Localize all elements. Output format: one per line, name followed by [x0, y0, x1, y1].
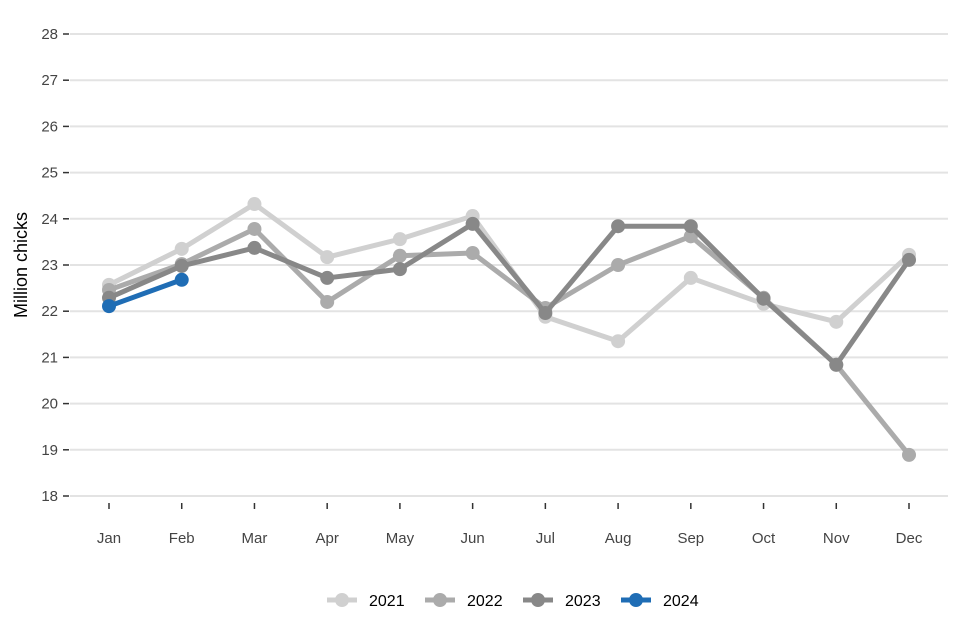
x-tick-label: May	[386, 530, 415, 547]
legend-label: 2022	[467, 593, 503, 610]
data-point	[174, 272, 189, 287]
legend-item-2023: 2023	[523, 593, 601, 610]
data-point	[392, 232, 407, 247]
data-point	[829, 357, 844, 372]
y-tick-label: 22	[41, 303, 58, 320]
legend-label: 2023	[565, 593, 601, 610]
data-point	[174, 258, 189, 273]
x-tick-label: Mar	[242, 530, 268, 547]
data-point	[320, 270, 335, 285]
data-point	[102, 299, 116, 314]
y-tick-label: 23	[41, 257, 58, 274]
data-point	[465, 245, 480, 260]
y-tick-label: 19	[41, 442, 58, 459]
legend-label: 2024	[663, 593, 699, 610]
y-tick-label: 20	[41, 396, 58, 413]
data-point	[465, 216, 480, 231]
x-tick-label: Oct	[752, 530, 776, 547]
data-point	[247, 197, 262, 212]
data-point	[756, 291, 771, 306]
data-point	[247, 221, 262, 236]
legend-item-2021: 2021	[327, 593, 405, 610]
y-tick-label: 21	[41, 349, 58, 366]
x-tick-label: Jan	[97, 530, 121, 547]
data-point	[247, 240, 262, 255]
data-point	[611, 334, 626, 349]
data-point	[683, 270, 698, 285]
y-tick-label: 26	[41, 118, 58, 135]
legend-label: 2021	[369, 593, 405, 610]
series-line	[107, 221, 912, 368]
y-tick-label: 24	[41, 211, 58, 228]
x-tick-label: Jul	[536, 530, 555, 547]
y-tick-label: 27	[41, 72, 58, 89]
legend: 2021 2022 2023 2024	[327, 593, 699, 610]
y-tick-label: 25	[41, 165, 58, 182]
series-2023	[102, 216, 916, 372]
x-tick-label: Jun	[461, 530, 485, 547]
x-axis: Jan Feb Mar Apr May Jun Jul Aug Sep Oct Nov Dec	[97, 503, 923, 547]
legend-swatch-point	[335, 593, 349, 607]
legend-item-2022: 2022	[425, 593, 503, 610]
data-point	[392, 248, 407, 263]
data-point	[538, 306, 553, 321]
series-group	[102, 197, 916, 462]
legend-swatch-point	[433, 593, 447, 607]
x-tick-label: Feb	[169, 530, 195, 547]
data-point	[320, 294, 335, 309]
y-axis: 18 19 20 21 22 23 24 25 26 27 28	[41, 26, 69, 505]
series-2024	[102, 272, 189, 314]
y-tick-label: 18	[41, 488, 58, 505]
data-point	[174, 241, 189, 256]
legend-item-2024: 2024	[621, 593, 699, 610]
x-tick-label: Aug	[605, 530, 632, 547]
y-tick-label: 28	[41, 26, 58, 43]
series-line	[108, 277, 183, 309]
legend-swatch-point	[531, 593, 545, 607]
data-point	[683, 219, 698, 234]
data-point	[902, 252, 916, 267]
y-axis-label: Million chicks	[11, 212, 31, 318]
data-point	[829, 314, 844, 329]
x-tick-label: Sep	[677, 530, 704, 547]
x-tick-label: Dec	[896, 530, 923, 547]
data-point	[392, 262, 407, 277]
x-tick-label: Apr	[316, 530, 339, 547]
legend-swatch-point	[629, 593, 643, 607]
data-point	[320, 250, 335, 265]
data-point	[611, 219, 626, 234]
x-tick-label: Nov	[823, 530, 850, 547]
data-point	[902, 447, 916, 462]
data-point	[611, 258, 626, 272]
